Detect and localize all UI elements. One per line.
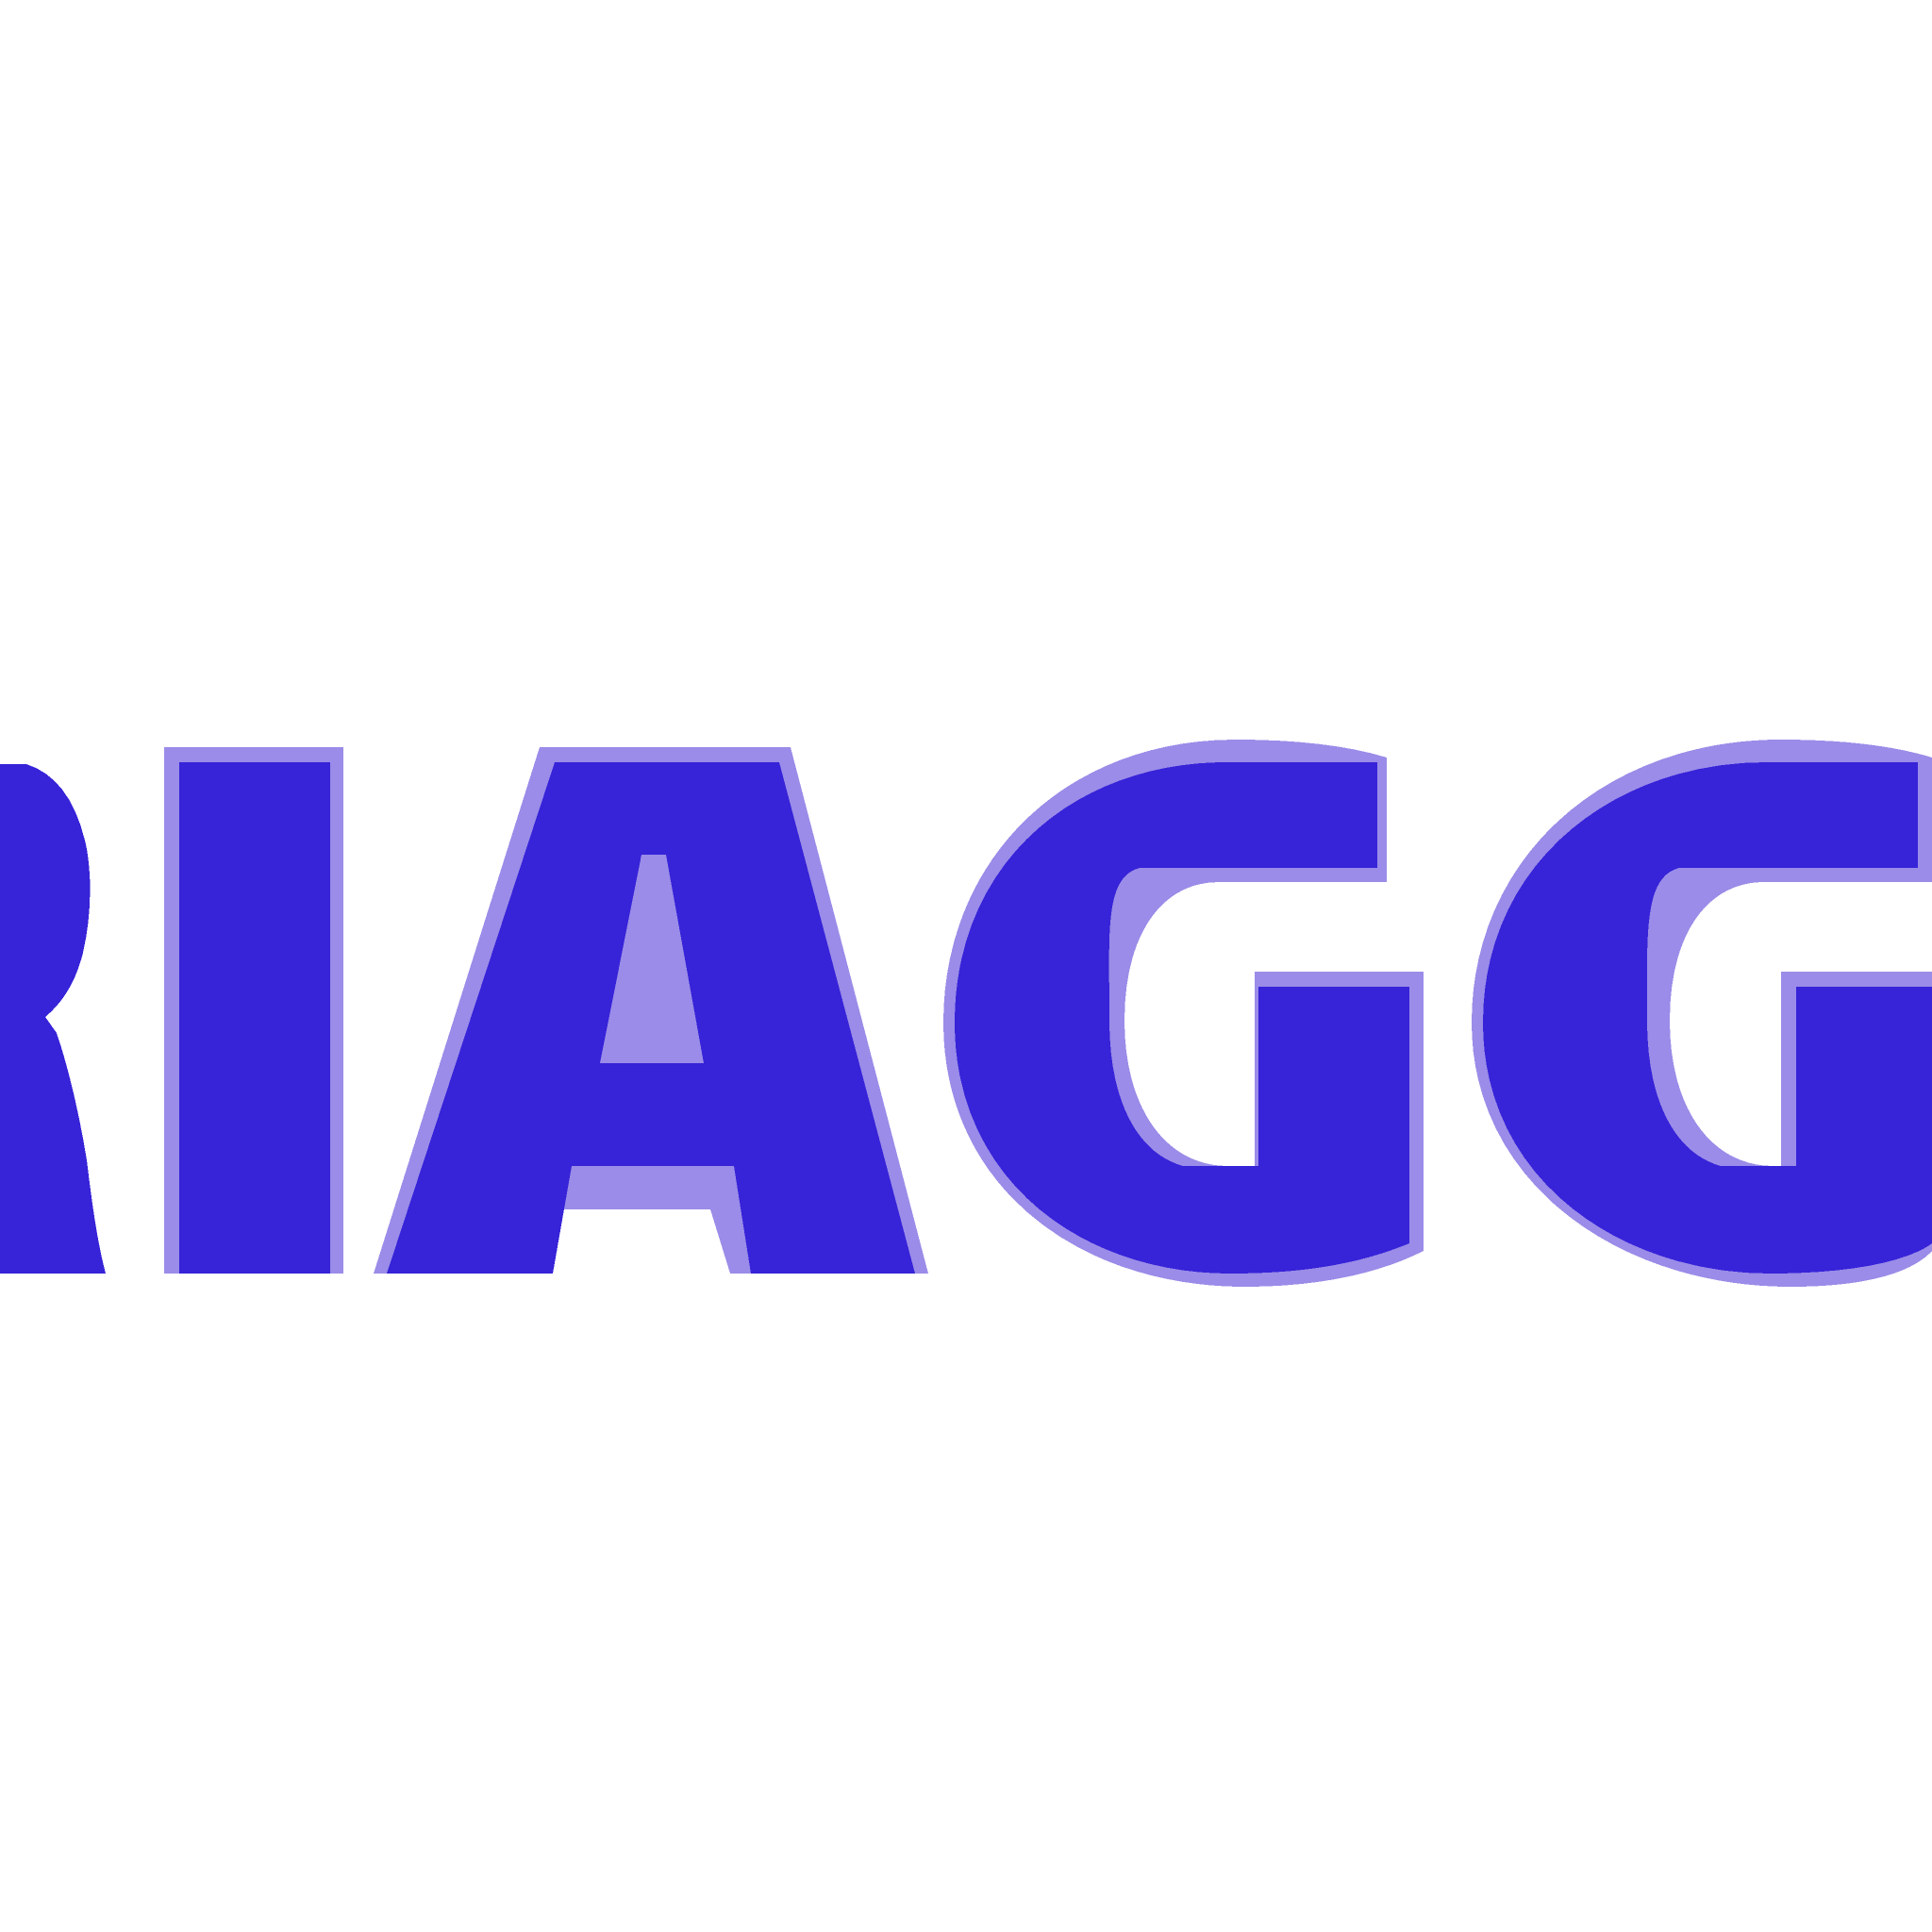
logo-letters [0,762,1932,1274]
letter-r [0,764,106,1274]
letter-g2 [1483,762,1932,1274]
letter-g1 [955,762,1409,1274]
letter-i [179,762,330,1274]
letter-a [387,762,915,1274]
